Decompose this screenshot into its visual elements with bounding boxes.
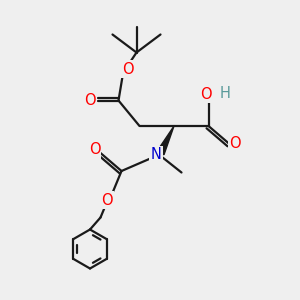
Text: O: O <box>229 136 241 152</box>
Text: N: N <box>151 147 161 162</box>
Text: O: O <box>122 61 133 76</box>
Text: O: O <box>84 93 96 108</box>
Text: O: O <box>89 142 100 158</box>
Polygon shape <box>157 126 174 155</box>
Text: H: H <box>220 85 230 100</box>
Text: O: O <box>102 193 113 208</box>
Text: O: O <box>200 87 211 102</box>
